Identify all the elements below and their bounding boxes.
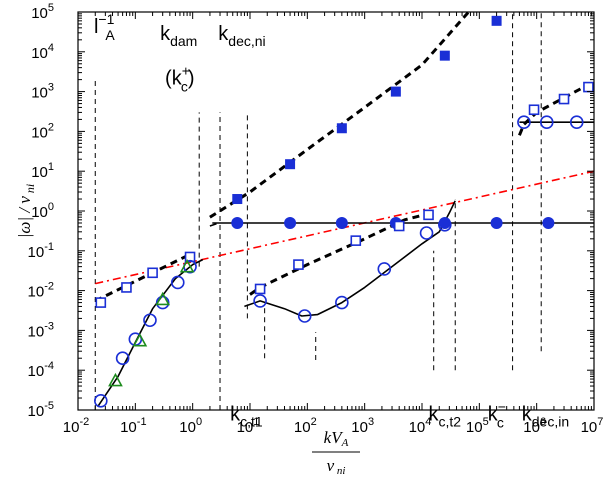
label-k-c-t1: kc,t1 xyxy=(230,403,263,429)
marker-square-filled-2 xyxy=(336,123,347,134)
marker-circle-filled-2 xyxy=(335,216,348,229)
y-tick-label-5: 100 xyxy=(31,201,54,221)
marker-circle-open-4 xyxy=(155,295,170,310)
marker-circle-open-7 xyxy=(253,294,267,308)
marker-square-open-10 xyxy=(558,93,570,105)
marker-circle-open-5 xyxy=(170,275,185,290)
marker-circle-open-9 xyxy=(335,295,349,310)
series-line-2 xyxy=(96,258,204,408)
marker-square-filled-0 xyxy=(232,194,243,205)
marker-triangle-open-2 xyxy=(155,291,171,306)
y-axis-title: |ω| / ν ni xyxy=(15,184,37,239)
x-tick-label-3: 101 xyxy=(237,416,260,436)
label-k-dec-in: kdec,in xyxy=(522,403,569,429)
series-line-6 xyxy=(249,211,433,296)
y-tick-label-8: 103 xyxy=(31,82,54,102)
marker-circle-open-0 xyxy=(94,394,108,408)
y-tick-label-0: 10-5 xyxy=(28,400,54,420)
marker-square-filled-1 xyxy=(285,159,296,170)
x-tick-label-6: 104 xyxy=(409,416,432,436)
marker-triangle-open-1 xyxy=(132,333,148,347)
marker-square-open-5 xyxy=(293,259,304,270)
marker-circle-open-3 xyxy=(143,313,157,328)
axis-ticks: 10-2 10-1 100 101 102 103 104 105 106 107 10-5 10-4… xyxy=(28,2,604,436)
marker-square-open-6 xyxy=(350,235,362,246)
marker-circle-open-13 xyxy=(517,115,531,130)
marker-circle-open-15 xyxy=(569,115,584,130)
marker-circle-open-8 xyxy=(297,309,312,323)
plot-frame xyxy=(77,11,595,411)
marker-square-filled-4 xyxy=(439,50,450,61)
x-tick-label-2: 100 xyxy=(179,416,202,436)
series-line-3 xyxy=(209,12,470,219)
axis-labels: |ω| / ν ni kVA ν ni xyxy=(15,184,360,477)
marker-square-filled-5 xyxy=(491,15,502,26)
y-tick-label-9: 104 xyxy=(31,42,54,62)
marker-square-open-7 xyxy=(393,220,405,232)
y-tick-label-4: 10-1 xyxy=(28,241,54,261)
marker-circle-open-11 xyxy=(419,226,434,240)
marker-triangle-open-3 xyxy=(179,258,195,273)
label-k-dam: kdam xyxy=(160,23,197,49)
label-k-c-plus: (k+ c) xyxy=(165,63,195,95)
marker-square-filled-3 xyxy=(390,86,401,97)
y-tick-label-3: 10-2 xyxy=(28,281,54,301)
x-tick-label-0: 10-2 xyxy=(63,416,89,436)
y-tick-label-2: 10-3 xyxy=(28,320,54,340)
y-tick-label-10: 105 xyxy=(31,2,54,22)
marker-square-open-0 xyxy=(95,297,107,308)
marker-square-open-3 xyxy=(184,251,196,263)
x-tick-label-7: 105 xyxy=(466,416,489,436)
x-tick-label-8: 106 xyxy=(523,416,546,436)
marker-circle-filled-1 xyxy=(284,216,297,229)
marker-square-open-8 xyxy=(423,209,434,221)
y-tick-label-1: 10-4 xyxy=(28,360,54,380)
marker-circle-filled-0 xyxy=(231,216,244,229)
marker-circle-open-1 xyxy=(115,351,130,366)
label-k-c-minus: k− c xyxy=(488,398,506,430)
y-tick-label-6: 101 xyxy=(31,161,54,181)
marker-square-open-11 xyxy=(583,81,594,93)
x-axis-title-denominator: ν ni xyxy=(327,456,346,477)
marker-square-open-1 xyxy=(121,282,132,293)
x-tick-label-5: 103 xyxy=(351,416,374,436)
marker-circle-open-10 xyxy=(377,262,392,276)
marker-square-open-4 xyxy=(254,283,266,295)
annotations: l−1 A kdam (k+ c) kdec,ni kc,t1 kc,t2 k− c kdec,in xyxy=(94,11,569,431)
x-tick-label-4: 102 xyxy=(294,416,317,436)
marker-square-open-9 xyxy=(528,104,540,116)
label-k-c-t2: kc,t2 xyxy=(429,403,462,429)
series-line-5 xyxy=(209,222,217,227)
marker-triangle-open-0 xyxy=(108,372,123,387)
marker-circle-filled-6 xyxy=(542,216,555,229)
y-tick-label-7: 102 xyxy=(31,121,54,141)
marker-circle-open-14 xyxy=(539,115,554,130)
plot-area xyxy=(94,12,594,410)
x-axis-title-numerator: kVA xyxy=(324,428,349,449)
marker-circle-open-12 xyxy=(438,218,452,232)
label-l-a-inverse: l−1 A xyxy=(94,11,115,43)
marker-circle-filled-5 xyxy=(490,216,503,229)
label-k-dec-ni: kdec,ni xyxy=(218,23,265,49)
marker-square-open-2 xyxy=(147,267,158,279)
series-line-1 xyxy=(94,254,188,303)
x-tick-label-1: 10-1 xyxy=(120,416,146,436)
x-tick-label-9: 107 xyxy=(581,416,604,436)
